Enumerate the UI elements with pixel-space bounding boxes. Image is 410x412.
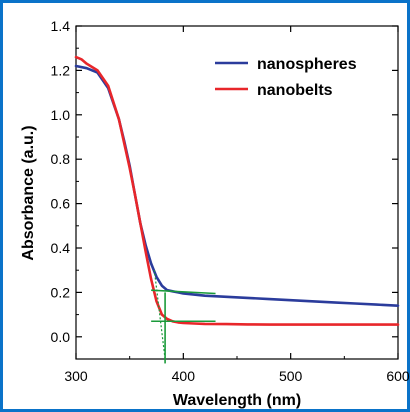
legend: nanospheres nanobelts (215, 56, 357, 99)
y-tick-label: 1.2 (51, 62, 71, 78)
x-tick-label: 400 (172, 368, 196, 384)
y-tick-label: 1.4 (51, 18, 71, 34)
y-axis-title: Absorbance (a.u.) (20, 125, 37, 260)
plot-area-frame (75, 25, 399, 360)
tick-labels: 0.0 0.2 0.4 0.6 0.8 1.0 1.2 1.4 300 400 500 600 (51, 18, 410, 384)
y-tick-label: 0.2 (51, 284, 71, 300)
legend-label-nanospheres: nanospheres (257, 56, 357, 73)
y-tick-label: 0.8 (51, 151, 71, 167)
series-line-nanobelts (74, 55, 400, 326)
x-tick-label: 600 (386, 368, 410, 384)
y-tick-label: 0.6 (51, 196, 71, 212)
y-tick-label: 0.4 (51, 240, 71, 256)
axis-ticks (75, 25, 399, 359)
guide-lines (151, 270, 216, 364)
x-axis-title: Wavelength (nm) (173, 392, 301, 409)
series-layer (74, 55, 400, 326)
x-tick-label: 300 (64, 368, 88, 384)
x-tick-label: 500 (279, 368, 303, 384)
guide-line (153, 270, 166, 360)
series-line-nanospheres (74, 64, 400, 308)
guide-line (151, 289, 216, 295)
y-tick-label: 0.0 (51, 329, 71, 345)
y-tick-label: 1.0 (51, 107, 71, 123)
legend-label-nanobelts: nanobelts (257, 82, 333, 99)
